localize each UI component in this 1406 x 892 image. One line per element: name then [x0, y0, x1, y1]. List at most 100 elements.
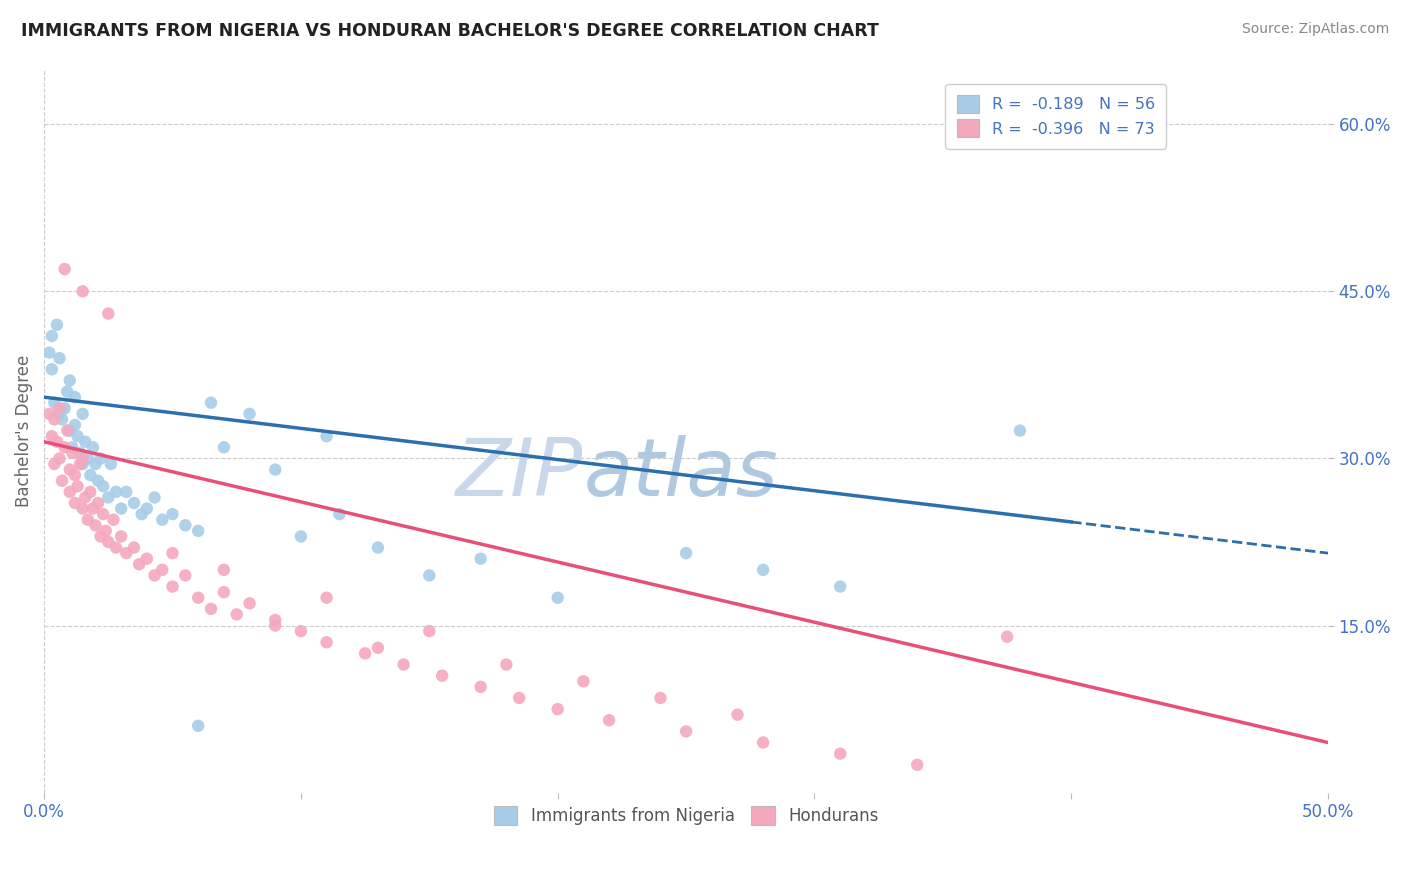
Point	[48, 351, 70, 366]
Text: atlas: atlas	[583, 435, 778, 513]
Point	[44, 412, 66, 426]
Point	[727, 707, 749, 722]
Point	[72, 457, 94, 471]
Point	[60, 440, 83, 454]
Point	[174, 568, 197, 582]
Point	[200, 602, 222, 616]
Point	[264, 613, 287, 627]
Point	[367, 541, 389, 555]
Point	[238, 596, 260, 610]
Point	[84, 518, 107, 533]
Point	[84, 457, 107, 471]
Point	[418, 624, 440, 639]
Point	[79, 468, 101, 483]
Point	[72, 451, 94, 466]
Point	[212, 563, 235, 577]
Point	[675, 724, 697, 739]
Point	[103, 513, 125, 527]
Point	[105, 484, 128, 499]
Point	[38, 345, 60, 359]
Point	[905, 757, 928, 772]
Point	[470, 680, 492, 694]
Point	[1008, 424, 1031, 438]
Legend: Immigrants from Nigeria, Hondurans: Immigrants from Nigeria, Hondurans	[484, 796, 889, 835]
Point	[63, 496, 86, 510]
Point	[41, 429, 63, 443]
Point	[66, 429, 89, 443]
Point	[290, 529, 312, 543]
Point	[63, 417, 86, 432]
Point	[97, 535, 120, 549]
Point	[59, 484, 82, 499]
Point	[97, 491, 120, 505]
Point	[418, 568, 440, 582]
Point	[63, 390, 86, 404]
Point	[162, 507, 184, 521]
Point	[752, 563, 775, 577]
Y-axis label: Bachelor's Degree: Bachelor's Degree	[15, 354, 32, 507]
Point	[187, 719, 209, 733]
Point	[315, 429, 337, 443]
Point	[572, 674, 595, 689]
Point	[650, 690, 672, 705]
Point	[162, 580, 184, 594]
Point	[225, 607, 247, 622]
Point	[752, 735, 775, 749]
Point	[76, 513, 98, 527]
Point	[430, 668, 453, 682]
Point	[59, 462, 82, 476]
Point	[90, 451, 112, 466]
Point	[135, 551, 157, 566]
Point	[995, 630, 1018, 644]
Point	[830, 580, 852, 594]
Point	[110, 529, 132, 543]
Point	[122, 541, 145, 555]
Point	[508, 690, 530, 705]
Point	[59, 374, 82, 388]
Point	[150, 513, 173, 527]
Point	[44, 395, 66, 409]
Point	[91, 479, 114, 493]
Point	[162, 546, 184, 560]
Point	[46, 434, 69, 449]
Point	[46, 318, 69, 332]
Point	[238, 407, 260, 421]
Point	[264, 462, 287, 476]
Point	[328, 507, 350, 521]
Point	[547, 702, 569, 716]
Point	[547, 591, 569, 605]
Point	[82, 440, 104, 454]
Point	[212, 585, 235, 599]
Point	[90, 529, 112, 543]
Point	[115, 484, 138, 499]
Point	[66, 479, 89, 493]
Text: ZIP: ZIP	[456, 435, 583, 513]
Point	[48, 401, 70, 416]
Point	[72, 501, 94, 516]
Point	[122, 496, 145, 510]
Point	[56, 384, 79, 399]
Point	[69, 457, 91, 471]
Point	[392, 657, 415, 672]
Point	[41, 329, 63, 343]
Point	[53, 262, 76, 277]
Point	[53, 440, 76, 454]
Point	[212, 440, 235, 454]
Point	[110, 501, 132, 516]
Point	[100, 457, 122, 471]
Point	[315, 635, 337, 649]
Point	[598, 713, 620, 727]
Point	[105, 541, 128, 555]
Point	[44, 457, 66, 471]
Point	[354, 647, 377, 661]
Point	[264, 618, 287, 632]
Point	[48, 407, 70, 421]
Point	[38, 407, 60, 421]
Point	[187, 591, 209, 605]
Point	[115, 546, 138, 560]
Point	[76, 451, 98, 466]
Point	[79, 484, 101, 499]
Point	[72, 407, 94, 421]
Point	[367, 640, 389, 655]
Point	[41, 362, 63, 376]
